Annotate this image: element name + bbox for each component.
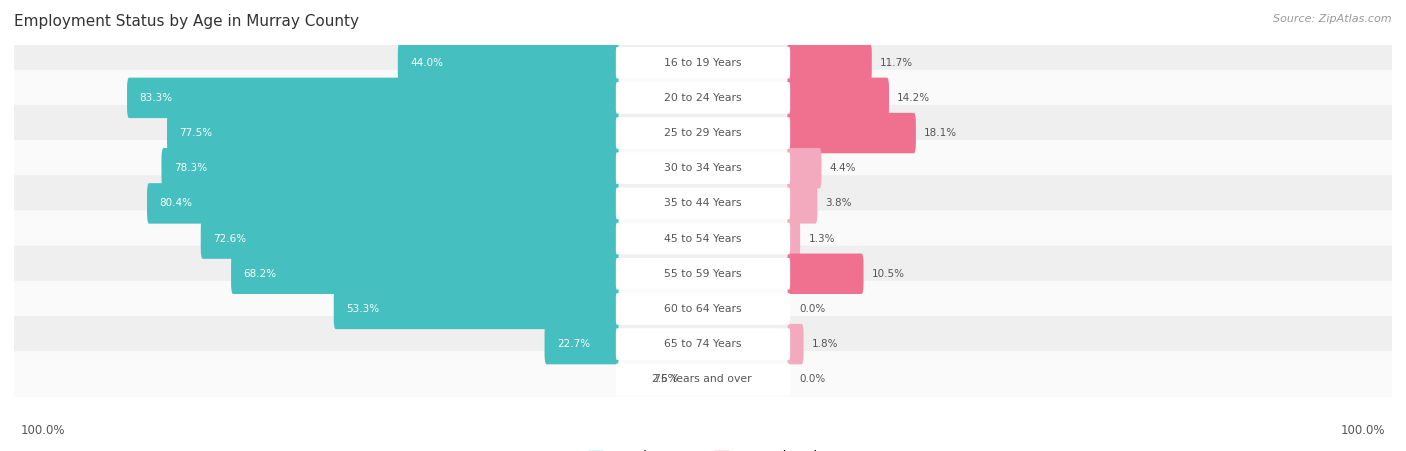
FancyBboxPatch shape: [13, 281, 1393, 337]
FancyBboxPatch shape: [13, 70, 1393, 126]
Text: 72.6%: 72.6%: [214, 234, 246, 244]
Text: 14.2%: 14.2%: [897, 93, 931, 103]
Text: 0.0%: 0.0%: [800, 374, 825, 384]
Text: 75 Years and over: 75 Years and over: [654, 374, 752, 384]
Text: 68.2%: 68.2%: [243, 269, 277, 279]
FancyBboxPatch shape: [127, 78, 619, 118]
FancyBboxPatch shape: [13, 211, 1393, 267]
Text: 1.8%: 1.8%: [811, 339, 838, 349]
Text: 100.0%: 100.0%: [1340, 424, 1385, 437]
FancyBboxPatch shape: [787, 253, 863, 294]
FancyBboxPatch shape: [616, 258, 790, 290]
FancyBboxPatch shape: [13, 316, 1393, 372]
FancyBboxPatch shape: [787, 148, 821, 189]
Text: 53.3%: 53.3%: [346, 304, 380, 314]
FancyBboxPatch shape: [616, 364, 790, 395]
Text: 78.3%: 78.3%: [174, 163, 207, 173]
Text: 65 to 74 Years: 65 to 74 Years: [664, 339, 742, 349]
FancyBboxPatch shape: [167, 113, 619, 153]
FancyBboxPatch shape: [787, 78, 889, 118]
FancyBboxPatch shape: [13, 175, 1393, 231]
FancyBboxPatch shape: [787, 113, 915, 153]
FancyBboxPatch shape: [13, 35, 1393, 91]
Text: 80.4%: 80.4%: [159, 198, 193, 208]
Text: 77.5%: 77.5%: [180, 128, 212, 138]
FancyBboxPatch shape: [616, 47, 790, 78]
FancyBboxPatch shape: [787, 183, 817, 224]
Text: 10.5%: 10.5%: [872, 269, 905, 279]
FancyBboxPatch shape: [201, 218, 619, 259]
FancyBboxPatch shape: [13, 351, 1393, 407]
FancyBboxPatch shape: [398, 42, 619, 83]
Text: 20 to 24 Years: 20 to 24 Years: [664, 93, 742, 103]
FancyBboxPatch shape: [13, 140, 1393, 196]
Text: 35 to 44 Years: 35 to 44 Years: [664, 198, 742, 208]
FancyBboxPatch shape: [616, 293, 790, 325]
Text: 55 to 59 Years: 55 to 59 Years: [664, 269, 742, 279]
FancyBboxPatch shape: [13, 105, 1393, 161]
FancyBboxPatch shape: [148, 183, 619, 224]
FancyBboxPatch shape: [616, 117, 790, 149]
FancyBboxPatch shape: [231, 253, 619, 294]
Text: 2.6%: 2.6%: [652, 374, 678, 384]
Text: 3.8%: 3.8%: [825, 198, 852, 208]
Text: 11.7%: 11.7%: [880, 58, 912, 68]
Text: Source: ZipAtlas.com: Source: ZipAtlas.com: [1274, 14, 1392, 23]
Text: 1.3%: 1.3%: [808, 234, 835, 244]
Text: 100.0%: 100.0%: [21, 424, 66, 437]
Text: 16 to 19 Years: 16 to 19 Years: [664, 58, 742, 68]
FancyBboxPatch shape: [616, 82, 790, 114]
Text: 60 to 64 Years: 60 to 64 Years: [664, 304, 742, 314]
Text: 83.3%: 83.3%: [139, 93, 173, 103]
Text: 4.4%: 4.4%: [830, 163, 856, 173]
FancyBboxPatch shape: [787, 324, 804, 364]
Text: Employment Status by Age in Murray County: Employment Status by Age in Murray Count…: [14, 14, 359, 28]
FancyBboxPatch shape: [616, 188, 790, 219]
FancyBboxPatch shape: [616, 152, 790, 184]
FancyBboxPatch shape: [13, 246, 1393, 302]
FancyBboxPatch shape: [616, 223, 790, 254]
Text: 22.7%: 22.7%: [557, 339, 591, 349]
Text: 25 to 29 Years: 25 to 29 Years: [664, 128, 742, 138]
Text: 44.0%: 44.0%: [411, 58, 443, 68]
FancyBboxPatch shape: [333, 289, 619, 329]
FancyBboxPatch shape: [544, 324, 619, 364]
Text: 30 to 34 Years: 30 to 34 Years: [664, 163, 742, 173]
FancyBboxPatch shape: [616, 328, 790, 360]
FancyBboxPatch shape: [787, 42, 872, 83]
Text: 0.0%: 0.0%: [800, 304, 825, 314]
Text: 18.1%: 18.1%: [924, 128, 957, 138]
Text: 45 to 54 Years: 45 to 54 Years: [664, 234, 742, 244]
FancyBboxPatch shape: [787, 218, 800, 259]
FancyBboxPatch shape: [162, 148, 619, 189]
Legend: In Labor Force, Unemployed: In Labor Force, Unemployed: [583, 445, 823, 451]
